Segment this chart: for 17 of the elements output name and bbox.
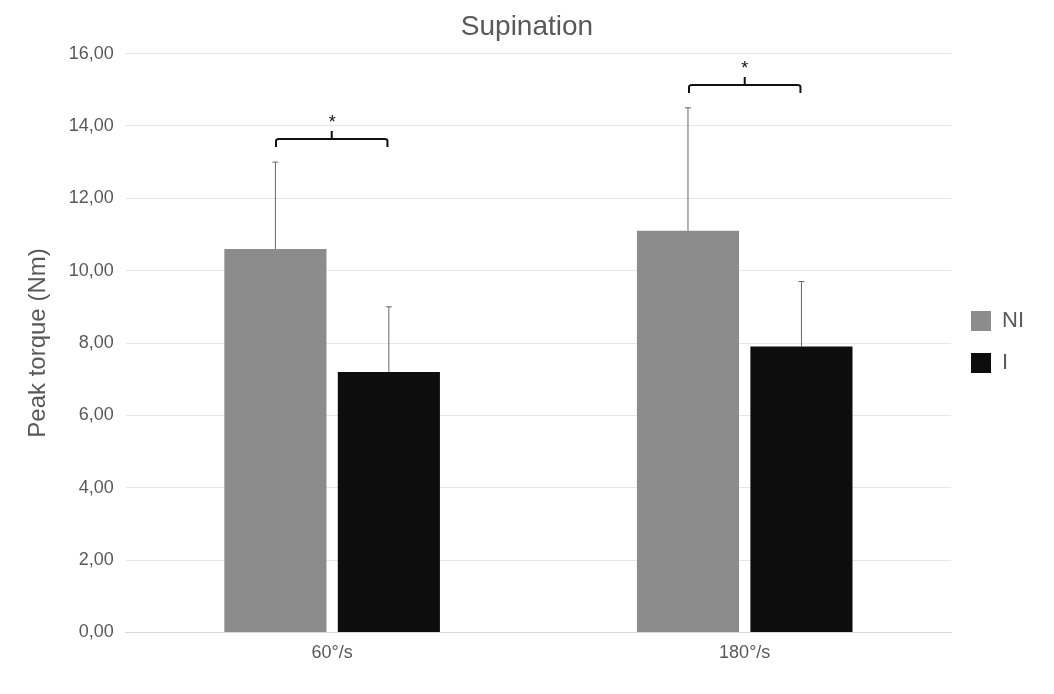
y-tick-label: 16,00 xyxy=(68,42,114,63)
y-tick-label: 0,00 xyxy=(78,621,114,642)
y-axis-title: Peak torque (Nm) xyxy=(23,248,51,438)
y-tick-label: 14,00 xyxy=(68,114,114,135)
y-tick-label: 6,00 xyxy=(78,404,114,425)
legend-label: I xyxy=(1002,349,1009,375)
y-tick-label: 2,00 xyxy=(78,549,114,570)
y-tick-label: 8,00 xyxy=(78,331,114,352)
annotation: * xyxy=(741,57,749,78)
annotation: * xyxy=(328,112,336,133)
y-tick-label: 12,00 xyxy=(68,187,114,208)
legend-label: NI xyxy=(1002,307,1024,333)
x-tick-label: 60°/s xyxy=(311,642,353,663)
y-tick-label: 4,00 xyxy=(78,476,114,497)
x-tick-label: 180°/s xyxy=(719,642,771,663)
chart-title: Supination xyxy=(460,9,594,41)
y-tick-label: 10,00 xyxy=(68,259,114,280)
